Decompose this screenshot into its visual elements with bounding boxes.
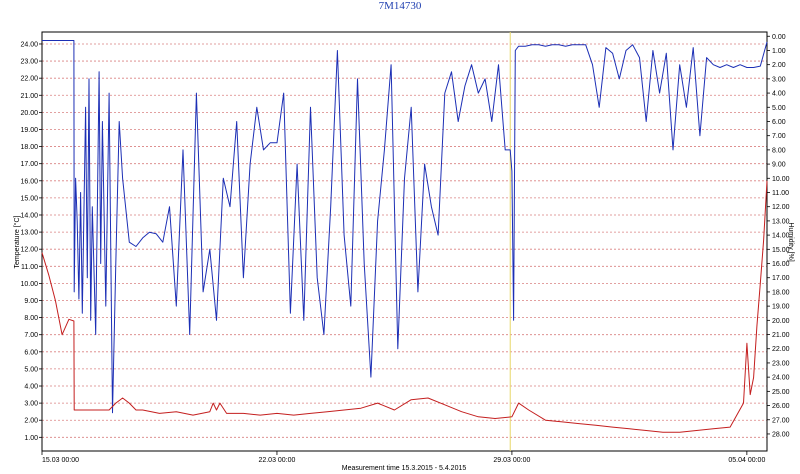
y-tick-label-left: 20.00	[20, 110, 38, 117]
y-tick-label-right: 10.00	[772, 176, 790, 183]
x-tick-label: 22.03 00:00	[258, 457, 295, 464]
y-tick-label-right: 23.00	[772, 360, 790, 367]
y-tick-label-right: 3.00	[772, 76, 786, 83]
y-tick-label-right: 25.00	[772, 389, 790, 396]
y-tick-label-left: 15.00	[20, 195, 38, 202]
y-tick-label-left: 2.00	[24, 418, 38, 425]
y-axis-right: 0.00 1.00 2.00 3.00 4.00 5.00 6.00 7.00 8.00 9.00…	[767, 34, 790, 438]
y-tick-label-left: 19.00	[20, 127, 38, 134]
y-tick-label-right: 9.00	[772, 162, 786, 169]
y-tick-label-right: 17.00	[772, 275, 790, 282]
y-tick-label-left: 12.00	[20, 247, 38, 254]
y-tick-label-right: 12.00	[772, 204, 790, 211]
y-tick-label-right: 8.00	[772, 147, 786, 154]
y-tick-label-right: 15.00	[772, 247, 790, 254]
y-tick-label-left: 18.00	[20, 144, 38, 151]
y-tick-label-left: 10.00	[20, 281, 38, 288]
y-tick-label-left: 13.00	[20, 230, 38, 237]
y-tick-label-left: 6.00	[24, 349, 38, 356]
y-tick-label-left: 16.00	[20, 178, 38, 185]
x-axis: 15.03 00:00 22.03 00:00 29.03 00:00 05.04 0…	[41, 451, 765, 464]
y-tick-label-right: 20.00	[772, 318, 790, 325]
y-tick-label-left: 22.00	[20, 76, 38, 83]
y-tick-label-right: 7.00	[772, 133, 786, 140]
chart-title: 7M14730	[379, 0, 422, 12]
x-tick-label: 05.04 00:00	[728, 457, 765, 464]
y-tick-label-left: 21.00	[20, 93, 38, 100]
y-tick-label-right: 14.00	[772, 233, 790, 240]
y-tick-label-right: 19.00	[772, 304, 790, 311]
y-tick-label-right: 4.00	[772, 91, 786, 98]
y-tick-label-left: 24.00	[20, 41, 38, 48]
y-tick-label-right: 2.00	[772, 62, 786, 69]
y-tick-label-right: 5.00	[772, 105, 786, 112]
y-tick-label-left: 9.00	[24, 298, 38, 305]
y-tick-label-right: 22.00	[772, 346, 790, 353]
x-axis-label: Measurement time 15.3.2015 - 5.4.2015	[342, 465, 467, 472]
y-tick-label-left: 3.00	[24, 401, 38, 408]
y-tick-label-left: 14.00	[20, 212, 38, 219]
y-tick-label-right: 21.00	[772, 332, 790, 339]
y-tick-label-left: 17.00	[20, 161, 38, 168]
y-tick-label-left: 5.00	[24, 366, 38, 373]
y-tick-label-right: 26.00	[772, 403, 790, 410]
y-tick-label-right: 16.00	[772, 261, 790, 268]
y-tick-label-right: 6.00	[772, 119, 786, 126]
y-tick-label-right: 0.00	[772, 34, 786, 41]
y-tick-label-left: 7.00	[24, 332, 38, 339]
y-axis-left: 1.00 2.00 3.00 4.00 5.00 6.00 7.00 8.00 9.00 10.0…	[20, 41, 42, 442]
y-tick-label-right: 27.00	[772, 417, 790, 424]
series-layer	[41, 40, 768, 433]
y-axis-left-label: Temperature [°C]	[13, 215, 21, 268]
y-axis-right-label: Humidity [%]	[787, 222, 794, 261]
series-line-temperature	[41, 180, 768, 433]
grid-lines	[42, 43, 767, 438]
y-tick-label-left: 11.00	[21, 264, 38, 271]
y-tick-label-left: 1.00	[24, 435, 38, 442]
y-tick-label-left: 8.00	[24, 315, 38, 322]
y-tick-label-right: 11.00	[772, 190, 789, 197]
y-tick-label-left: 23.00	[20, 59, 38, 66]
series-line-humidity	[42, 40, 768, 414]
y-tick-label-left: 4.00	[24, 384, 38, 391]
x-tick-label: 15.03 00:00	[42, 457, 79, 464]
y-tick-label-right: 28.00	[772, 431, 790, 438]
x-tick-label: 29.03 00:00	[493, 457, 530, 464]
y-tick-label-right: 24.00	[772, 375, 790, 382]
y-tick-label-right: 1.00	[772, 48, 786, 55]
y-tick-label-right: 13.00	[772, 218, 790, 225]
plot-frame	[41, 31, 768, 452]
y-tick-label-right: 18.00	[772, 289, 790, 296]
